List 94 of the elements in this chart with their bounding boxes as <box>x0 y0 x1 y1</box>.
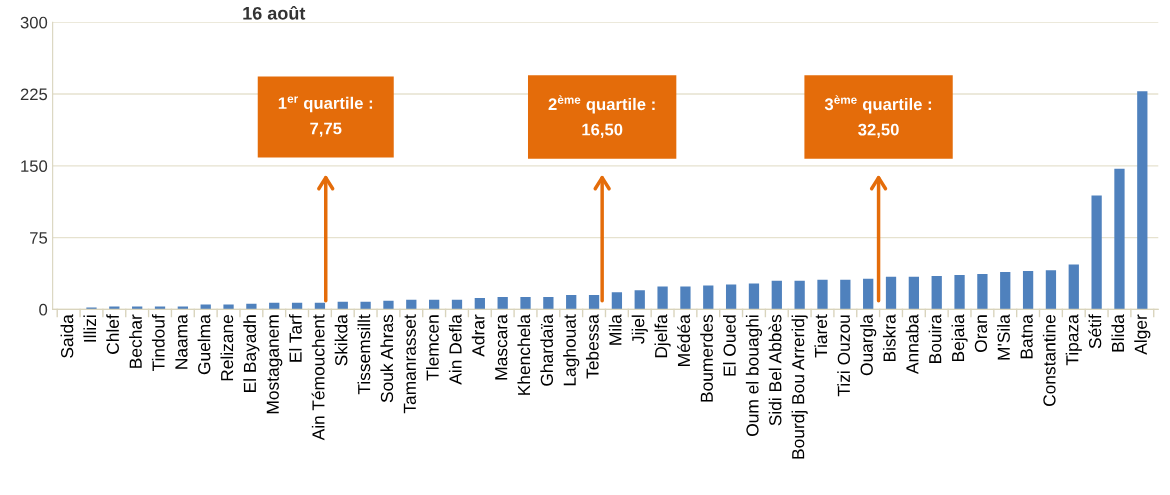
bar <box>954 274 965 310</box>
x-tick-label: Oum el bouaghi <box>745 315 763 436</box>
x-tick-label: Ouargla <box>860 314 877 376</box>
bar <box>725 284 737 310</box>
bar <box>703 285 714 310</box>
x-tick-label: Batna <box>1020 314 1033 359</box>
x-tick-label: Jijel <box>631 315 648 344</box>
bar <box>1000 272 1011 310</box>
bar <box>1045 270 1057 310</box>
x-tick-label: Ghardaïa <box>540 314 554 386</box>
x-tick-label: Saida <box>60 314 74 358</box>
x-tick-label: Illizi <box>83 315 96 342</box>
bar <box>497 296 508 310</box>
x-tick-label: Médéa <box>677 314 691 366</box>
bar <box>817 279 828 310</box>
x-tick-label: Sétif <box>1088 314 1102 349</box>
x-tick-label: Tizi Ouzou <box>837 315 850 397</box>
x-tick-label: Guelma <box>197 314 211 375</box>
bar <box>680 286 691 310</box>
x-tick-label: Bechar <box>129 314 142 368</box>
x-tick-label: Tlemcen <box>426 315 439 381</box>
x-tick-label: Bourdj Bou Arreridj <box>791 315 808 459</box>
bar <box>611 292 623 310</box>
x-tick-label: Skikda <box>334 314 348 366</box>
y-tick-label: 225 <box>20 88 48 101</box>
bar <box>429 299 440 310</box>
x-tick-label: Ain Témouchent <box>311 314 325 441</box>
y-tick-label: 0 <box>39 303 48 316</box>
x-tick-label: Tebessa <box>585 314 599 379</box>
bar <box>543 296 554 310</box>
y-tick-label: 75 <box>30 232 48 244</box>
bar <box>885 276 897 310</box>
bar <box>383 300 394 310</box>
x-tick-label: Annaba <box>905 314 919 375</box>
bar <box>931 275 942 310</box>
bar <box>566 295 577 310</box>
x-tick-label: Tipaza <box>1065 314 1082 366</box>
y-tick-label: 150 <box>21 160 48 173</box>
x-tick-label: Laghouat <box>563 314 580 386</box>
x-tick-label: Adrar <box>471 314 485 357</box>
bar <box>840 279 851 310</box>
x-tick-label: Tissemsillt <box>357 314 371 395</box>
x-tick-label: Tiaret <box>814 314 828 358</box>
annotation: 2$^{ème}$ quartile : 16,50 <box>548 95 655 138</box>
bar <box>748 283 760 310</box>
bar <box>474 297 485 310</box>
x-tick-label: El Bayadh <box>243 315 260 392</box>
x-tick-label: Naama <box>175 314 188 369</box>
bar <box>1022 271 1034 310</box>
bar <box>223 304 234 310</box>
chart-title: 16 août <box>243 6 306 20</box>
x-tick-label: M'Sila <box>997 314 1010 360</box>
x-tick-label: Oran <box>974 315 988 353</box>
x-tick-label: Relizane <box>220 315 234 381</box>
x-tick-label: Constantine <box>1042 315 1056 406</box>
annotation: 1$^{er}$ quartile : 7,75 <box>278 96 373 137</box>
bar <box>588 295 600 310</box>
x-tick-label: Souk Ahras <box>380 314 394 403</box>
y-tick-label: 300 <box>20 16 48 29</box>
x-tick-label: Mascara <box>495 314 508 380</box>
bar <box>406 299 417 310</box>
x-tick-label: Boumerdes <box>700 314 713 402</box>
x-tick-label: Alger <box>1134 314 1151 355</box>
x-tick-label: Tamanrasset <box>403 314 416 414</box>
x-tick-label: Chlef <box>106 314 119 354</box>
x-tick-label: Sidi Bel Abbès <box>768 314 782 426</box>
bar <box>1091 195 1102 310</box>
x-tick-label: Djelfa <box>654 314 671 358</box>
annotation: 3$^{ème}$ quartile : 32,50 <box>824 95 932 138</box>
x-tick-label: Bejaia <box>951 314 968 362</box>
bar <box>634 290 645 310</box>
x-tick-label: El Oued <box>723 315 736 376</box>
x-tick-label: Tindouf <box>151 314 165 372</box>
bar <box>977 273 988 310</box>
x-tick-label: Ain Defla <box>448 314 462 385</box>
bar <box>520 296 531 310</box>
x-tick-label: El Tarf <box>288 314 302 362</box>
bar <box>771 280 782 310</box>
bar <box>1137 91 1148 310</box>
bar <box>1068 264 1079 310</box>
x-tick-label: Biskra <box>882 314 896 362</box>
x-tick-label: Khenchela <box>517 314 531 395</box>
x-tick-label: Mostaganem <box>266 315 283 414</box>
bar <box>360 301 371 310</box>
bar <box>794 280 805 310</box>
x-tick-label: Mila <box>608 314 622 345</box>
x-tick-label: Blida <box>1111 314 1125 352</box>
bar <box>451 299 463 310</box>
bar <box>246 303 257 310</box>
bar <box>908 276 920 310</box>
bar <box>1114 168 1125 310</box>
bar <box>863 278 874 310</box>
x-tick-label: Bouira <box>928 314 942 363</box>
bar <box>657 286 668 310</box>
